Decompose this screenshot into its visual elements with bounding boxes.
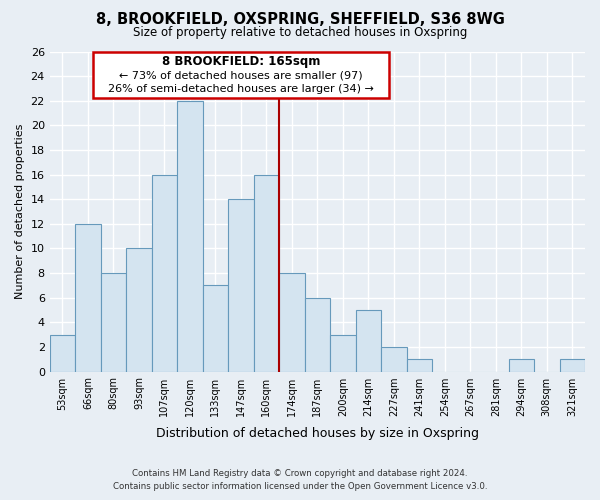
Text: 8, BROOKFIELD, OXSPRING, SHEFFIELD, S36 8WG: 8, BROOKFIELD, OXSPRING, SHEFFIELD, S36 … <box>95 12 505 28</box>
Bar <box>381 347 407 372</box>
Text: Contains HM Land Registry data © Crown copyright and database right 2024.
Contai: Contains HM Land Registry data © Crown c… <box>113 469 487 491</box>
Y-axis label: Number of detached properties: Number of detached properties <box>15 124 25 299</box>
Bar <box>279 273 305 372</box>
Bar <box>560 359 585 372</box>
Bar <box>407 359 432 372</box>
Bar <box>356 310 381 372</box>
FancyBboxPatch shape <box>93 52 389 98</box>
Bar <box>50 334 75 372</box>
Bar <box>254 174 279 372</box>
Bar <box>101 273 126 372</box>
Bar <box>177 100 203 372</box>
Text: 26% of semi-detached houses are larger (34) →: 26% of semi-detached houses are larger (… <box>108 84 374 94</box>
Bar <box>126 248 152 372</box>
Text: ← 73% of detached houses are smaller (97): ← 73% of detached houses are smaller (97… <box>119 71 362 81</box>
Bar <box>330 334 356 372</box>
Text: Size of property relative to detached houses in Oxspring: Size of property relative to detached ho… <box>133 26 467 39</box>
Bar <box>75 224 101 372</box>
Bar <box>305 298 330 372</box>
Bar <box>509 359 534 372</box>
Bar <box>152 174 177 372</box>
Text: 8 BROOKFIELD: 165sqm: 8 BROOKFIELD: 165sqm <box>161 56 320 68</box>
Bar <box>228 199 254 372</box>
X-axis label: Distribution of detached houses by size in Oxspring: Distribution of detached houses by size … <box>156 427 479 440</box>
Bar <box>203 286 228 372</box>
